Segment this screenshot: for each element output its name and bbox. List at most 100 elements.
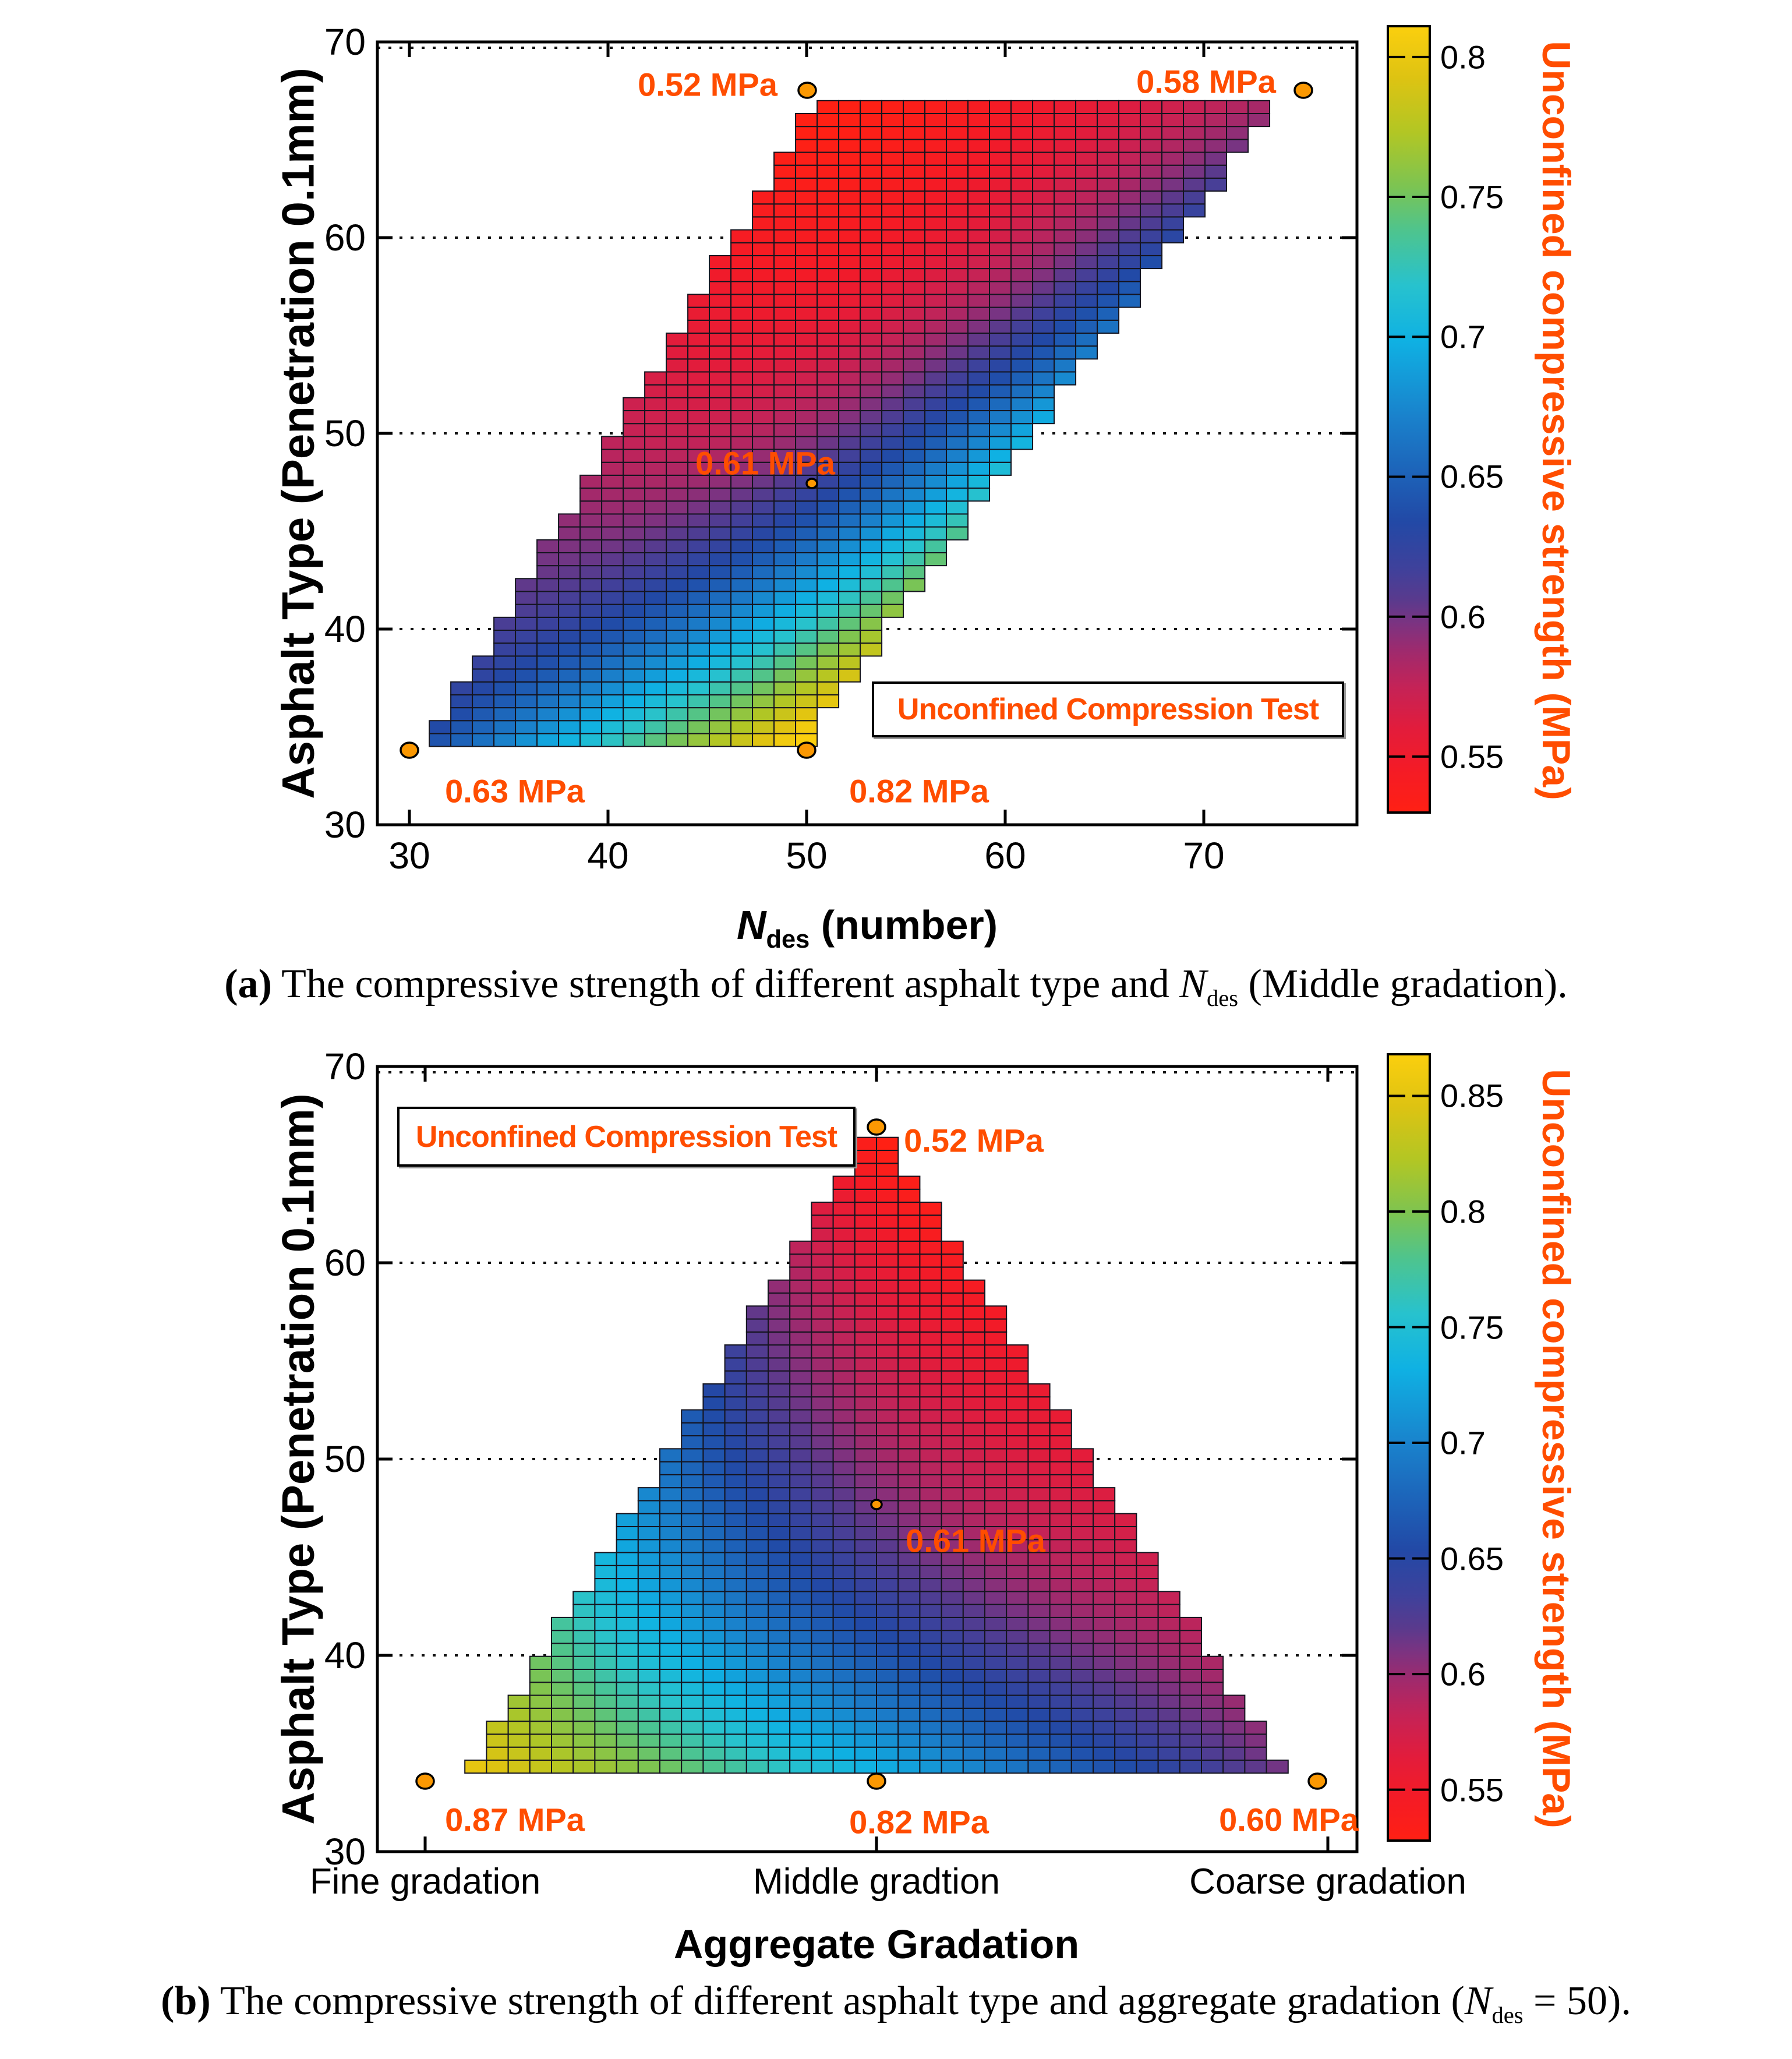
heatmap-cell	[903, 423, 926, 437]
heatmap-cell	[941, 1344, 964, 1359]
heatmap-cell	[962, 1643, 986, 1657]
heatmap-cell	[773, 423, 797, 437]
heatmap-cell	[1070, 1630, 1094, 1644]
heatmap-cell	[768, 1655, 791, 1670]
heatmap-cell	[702, 1668, 726, 1683]
heatmap-cell	[702, 1539, 726, 1553]
heatmap-cell	[637, 1539, 661, 1553]
heatmap-cell	[876, 1422, 899, 1437]
heatmap-cell	[838, 371, 861, 386]
heatmap-cell	[860, 371, 883, 386]
heatmap-cell	[1161, 139, 1185, 153]
heatmap-cell	[702, 1746, 726, 1761]
heatmap-cell	[941, 1396, 964, 1411]
heatmap-cell	[1097, 306, 1120, 321]
heatmap-cell	[1049, 1525, 1072, 1541]
heatmap-cell	[919, 1487, 942, 1502]
heatmap-cell	[515, 668, 538, 683]
heatmap-cell	[536, 733, 560, 747]
heatmap-cell	[768, 1396, 791, 1411]
heatmap-cell	[768, 1292, 791, 1307]
heatmap-cell	[709, 526, 732, 541]
heatmap-cell	[724, 1668, 747, 1683]
heatmap-cell	[854, 1136, 878, 1151]
heatmap-cell	[681, 1733, 704, 1748]
heatmap-cell	[730, 397, 754, 412]
heatmap-cell	[724, 1578, 747, 1592]
heatmap-cell	[429, 733, 452, 747]
heatmap-cell	[903, 112, 926, 128]
heatmap-cell	[551, 1655, 574, 1670]
heatmap-cell	[1201, 1655, 1224, 1670]
heatmap-cell	[1010, 294, 1034, 308]
heatmap-cell	[941, 1721, 964, 1735]
heatmap-cell	[1032, 126, 1055, 140]
heatmap-cell	[709, 707, 732, 722]
heatmap-cell	[616, 1591, 639, 1605]
heatmap-cell	[962, 1409, 986, 1424]
heatmap-cell	[854, 1422, 878, 1437]
heatmap-cell	[644, 423, 667, 437]
heatmap-cell	[687, 488, 711, 502]
heatmap-cell	[967, 306, 991, 321]
heatmap-cell	[472, 681, 495, 695]
heatmap-cell	[860, 513, 883, 528]
heatmap-cell	[1075, 345, 1098, 360]
heatmap-cell	[745, 1448, 769, 1463]
heatmap-cell	[989, 371, 1012, 386]
heatmap-cell	[967, 126, 991, 140]
heatmap-cell	[1006, 1500, 1029, 1514]
heatmap-cell	[789, 1396, 812, 1411]
heatmap-cell	[919, 1202, 942, 1216]
heatmap-cell	[919, 1604, 942, 1618]
heatmap-cell	[1093, 1487, 1116, 1502]
heatmap-cell	[1136, 1604, 1159, 1618]
heatmap-cell	[967, 474, 991, 489]
heatmap-cell	[989, 126, 1012, 140]
heatmap-cell	[941, 1292, 964, 1307]
heatmap-cell	[832, 1539, 856, 1553]
heatmap-cell	[941, 1305, 964, 1320]
heatmap-cell	[984, 1396, 1008, 1411]
heatmap-cell	[876, 1539, 899, 1553]
colorbar-tick-label-b-1: 0.8	[1440, 1193, 1486, 1230]
heatmap-cell	[681, 1707, 704, 1722]
heatmap-cell	[773, 384, 797, 398]
heatmap-cell	[745, 1746, 769, 1761]
heatmap-cell	[924, 397, 948, 412]
heatmap-cell	[724, 1396, 747, 1411]
heatmap-cell	[1049, 1435, 1072, 1450]
heatmap-cell	[881, 281, 904, 295]
heatmap-cell	[789, 1331, 812, 1346]
heatmap-cell	[1054, 216, 1077, 231]
heatmap-cell	[472, 694, 495, 709]
heatmap-cell	[967, 139, 991, 153]
heatmap-cell	[551, 1643, 574, 1657]
heatmap-cell	[1183, 112, 1206, 128]
heatmap-cell	[551, 1759, 574, 1774]
heatmap-cell	[838, 565, 861, 580]
heatmap-cell	[897, 1643, 921, 1657]
heatmap-cell	[941, 1370, 964, 1385]
heatmap-cell	[773, 539, 797, 553]
heatmap-cell	[752, 733, 775, 747]
heatmap-cell	[941, 1422, 964, 1437]
heatmap-cell	[529, 1733, 552, 1748]
heatmap-cell	[1179, 1733, 1203, 1748]
heatmap-cell	[594, 1668, 617, 1683]
heatmap-cell	[515, 720, 538, 734]
heatmap-cell	[984, 1616, 1008, 1631]
heatmap-cell	[817, 397, 840, 412]
heatmap-cell	[789, 1552, 812, 1566]
heatmap-cell	[876, 1759, 899, 1774]
heatmap-cell	[702, 1487, 726, 1502]
heatmap-cell	[1093, 1630, 1116, 1644]
heatmap-cell	[1183, 139, 1206, 153]
heatmap-cell	[1118, 229, 1141, 243]
heatmap-cell	[1070, 1746, 1094, 1761]
heatmap-cell	[752, 603, 775, 618]
heatmap-cell	[946, 474, 969, 489]
heatmap-cell	[924, 552, 948, 567]
heatmap-cell	[989, 358, 1012, 373]
heatmap-cell	[493, 668, 517, 683]
